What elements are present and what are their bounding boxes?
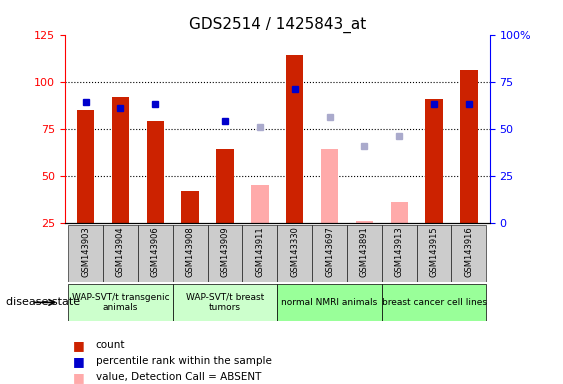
Bar xyxy=(356,221,373,223)
Bar xyxy=(382,284,486,321)
Text: value, Detection Call = ABSENT: value, Detection Call = ABSENT xyxy=(96,372,261,382)
Bar xyxy=(251,185,269,223)
Title: GDS2514 / 1425843_at: GDS2514 / 1425843_at xyxy=(189,17,366,33)
Text: WAP-SVT/t breast
tumors: WAP-SVT/t breast tumors xyxy=(186,293,264,312)
Bar xyxy=(391,202,408,223)
Bar xyxy=(417,225,452,282)
Text: ■: ■ xyxy=(73,371,85,384)
Bar xyxy=(216,149,234,223)
Bar xyxy=(460,70,477,223)
Text: breast cancer cell lines: breast cancer cell lines xyxy=(382,298,486,307)
Bar xyxy=(68,284,173,321)
Text: GSM143903: GSM143903 xyxy=(81,227,90,277)
Bar xyxy=(77,110,95,223)
Bar xyxy=(103,225,138,282)
Bar xyxy=(173,284,278,321)
Bar xyxy=(278,284,382,321)
Text: GSM143911: GSM143911 xyxy=(256,227,265,277)
Bar xyxy=(347,225,382,282)
Bar xyxy=(278,225,312,282)
Bar xyxy=(286,55,303,223)
Text: WAP-SVT/t transgenic
animals: WAP-SVT/t transgenic animals xyxy=(72,293,169,312)
Text: GSM143916: GSM143916 xyxy=(464,227,473,277)
Bar xyxy=(146,121,164,223)
Bar xyxy=(208,225,243,282)
Bar xyxy=(312,225,347,282)
Bar xyxy=(382,225,417,282)
Text: GSM143913: GSM143913 xyxy=(395,227,404,277)
Bar xyxy=(181,191,199,223)
Text: GSM143891: GSM143891 xyxy=(360,227,369,277)
Text: ■: ■ xyxy=(73,355,85,368)
Text: count: count xyxy=(96,340,125,350)
Text: ■: ■ xyxy=(73,339,85,352)
Text: disease state: disease state xyxy=(6,297,80,308)
Text: GSM143906: GSM143906 xyxy=(151,227,160,277)
Bar xyxy=(426,99,443,223)
Text: GSM143904: GSM143904 xyxy=(116,227,125,277)
Text: normal NMRI animals: normal NMRI animals xyxy=(282,298,378,307)
Text: percentile rank within the sample: percentile rank within the sample xyxy=(96,356,271,366)
Text: GSM143908: GSM143908 xyxy=(186,227,195,277)
Bar xyxy=(112,97,129,223)
Bar xyxy=(173,225,208,282)
Bar xyxy=(452,225,486,282)
Bar xyxy=(138,225,173,282)
Text: GSM143909: GSM143909 xyxy=(221,227,230,277)
Text: GSM143915: GSM143915 xyxy=(430,227,439,277)
Bar xyxy=(243,225,278,282)
Bar xyxy=(321,149,338,223)
Bar xyxy=(68,225,103,282)
Text: GSM143697: GSM143697 xyxy=(325,227,334,277)
Text: GSM143330: GSM143330 xyxy=(290,227,299,277)
